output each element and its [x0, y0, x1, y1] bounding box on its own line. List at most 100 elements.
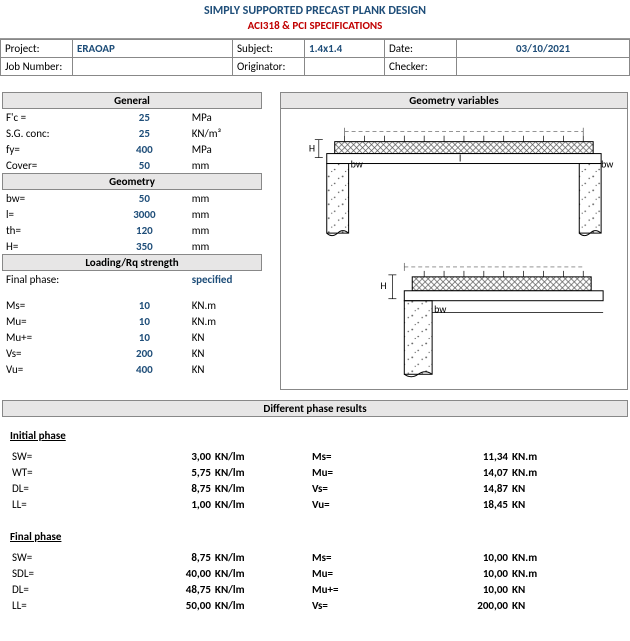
result-name: SW= — [10, 448, 107, 464]
result-row: Mu+=10,00KN — [310, 581, 620, 597]
result-value: 10,00 — [390, 581, 510, 597]
diagram-svg: H l — [285, 115, 623, 389]
param-unit: MPa — [188, 109, 262, 125]
result-name: LL= — [10, 597, 107, 613]
param-unit: mm — [188, 190, 262, 206]
date-value: 03/10/2021 — [457, 40, 630, 58]
result-value: 3,00 — [107, 448, 213, 464]
result-value: 5,75 — [107, 464, 213, 480]
result-unit: KN/lm — [213, 565, 310, 581]
result-unit: KN — [510, 581, 620, 597]
result-name: Vs= — [310, 597, 390, 613]
result-unit: KN — [510, 496, 620, 512]
param-name: Ms= — [2, 297, 101, 313]
result-value: 11,34 — [390, 448, 510, 464]
param-name: S.G. conc: — [2, 125, 101, 141]
diagram-label-bw-left: bw — [351, 159, 363, 171]
param-value: 10 — [101, 297, 188, 313]
result-name: WT= — [10, 464, 107, 480]
result-value: 14,87 — [390, 480, 510, 496]
param-name: Cover= — [2, 157, 101, 173]
result-row: Mu=14,07KN.m — [310, 464, 620, 480]
result-value: 10,00 — [390, 565, 510, 581]
subject-value: 1.4x1.4 — [305, 40, 385, 58]
result-row: Ms=10,00KN.m — [310, 549, 620, 565]
param-value: 120 — [101, 222, 188, 238]
result-unit: KN.m — [510, 565, 620, 581]
job-number-label: Job Number: — [1, 58, 73, 76]
results-section-head: Different phase results — [2, 400, 628, 417]
param-name: l= — [2, 206, 101, 222]
param-name: th= — [2, 222, 101, 238]
param-row: fy=400MPa — [2, 141, 262, 157]
param-value: 10 — [101, 313, 188, 329]
param-unit: KN — [188, 345, 262, 361]
param-row: S.G. conc:25KN/m³ — [2, 125, 262, 141]
param-name: bw= — [2, 190, 101, 206]
result-name: DL= — [10, 480, 107, 496]
result-name: Mu+= — [310, 581, 390, 597]
param-unit: KN — [188, 329, 262, 345]
result-row: Vu=18,45KN — [310, 496, 620, 512]
result-row: Vs=200,00KN — [310, 597, 620, 613]
job-number-value — [73, 58, 233, 76]
result-name: Mu= — [310, 464, 390, 480]
param-row: l=3000mm — [2, 206, 262, 222]
result-name: SDL= — [10, 565, 107, 581]
result-row: SW=8,75KN/lm — [10, 549, 310, 565]
result-unit: KN — [510, 597, 620, 613]
diagram-label-H2: H — [380, 280, 386, 292]
geometry-diagram: H l — [281, 109, 627, 389]
geometry-variables-panel: Geometry variables — [280, 92, 628, 390]
result-row: Vs=14,87KN — [310, 480, 620, 496]
param-value: 25 — [101, 125, 188, 141]
geometry-section-head: Geometry — [2, 173, 262, 190]
result-value: 8,75 — [107, 549, 213, 565]
param-name: Vu= — [2, 361, 101, 377]
result-name: LL= — [10, 496, 107, 512]
checker-label: Checker: — [385, 58, 457, 76]
date-label: Date: — [385, 40, 457, 58]
param-unit: KN/m³ — [188, 125, 262, 141]
loading-section-head: Loading/Rq strength — [2, 254, 262, 271]
geometry-variables-box: Geometry variables — [280, 92, 628, 390]
result-value: 14,07 — [390, 464, 510, 480]
param-unit: KN — [188, 361, 262, 377]
final-phase-value: specified — [188, 271, 262, 287]
content-columns: General F'c =25MPaS.G. conc:25KN/m³fy=40… — [0, 92, 630, 390]
param-row: H=350mm — [2, 238, 262, 254]
result-unit: KN/lm — [213, 581, 310, 597]
result-unit: KN/lm — [213, 597, 310, 613]
page: SIMPLY SUPPORTED PRECAST PLANK DESIGN AC… — [0, 0, 630, 613]
geometry-variables-head: Geometry variables — [281, 93, 627, 109]
result-name: Ms= — [310, 549, 390, 565]
general-section-head: General — [2, 92, 262, 109]
result-name: Vu= — [310, 496, 390, 512]
param-value: 3000 — [101, 206, 188, 222]
result-unit: KN.m — [510, 549, 620, 565]
param-unit: KN.m — [188, 313, 262, 329]
title-sub: ACI318 & PCI SPECIFICATIONS — [0, 19, 630, 32]
param-value: 50 — [101, 157, 188, 173]
param-row: Cover=50mm — [2, 157, 262, 173]
param-value: 50 — [101, 190, 188, 206]
param-unit: KN.m — [188, 297, 262, 313]
param-value: 350 — [101, 238, 188, 254]
initial-phase-rows: SW=3,00KN/lmWT=5,75KN/lmDL=8,75KN/lmLL=1… — [0, 448, 630, 512]
project-value: ERAOAP — [73, 40, 233, 58]
result-value: 200,00 — [390, 597, 510, 613]
result-row: Mu=10,00KN.m — [310, 565, 620, 581]
result-value: 50,00 — [107, 597, 213, 613]
result-row: SDL=40,00KN/lm — [10, 565, 310, 581]
general-params-table: F'c =25MPaS.G. conc:25KN/m³fy=400MPaCove… — [2, 109, 262, 173]
param-row: Mu=10KN.m — [2, 313, 262, 329]
originator-value — [305, 58, 385, 76]
title-block: SIMPLY SUPPORTED PRECAST PLANK DESIGN AC… — [0, 0, 630, 39]
param-unit: mm — [188, 238, 262, 254]
result-unit: KN.m — [510, 448, 620, 464]
param-row: Vs=200KN — [2, 345, 262, 361]
final-phase-label: Final phase: — [2, 271, 101, 287]
param-row: bw=50mm — [2, 190, 262, 206]
result-name: DL= — [10, 581, 107, 597]
result-unit: KN/lm — [213, 448, 310, 464]
